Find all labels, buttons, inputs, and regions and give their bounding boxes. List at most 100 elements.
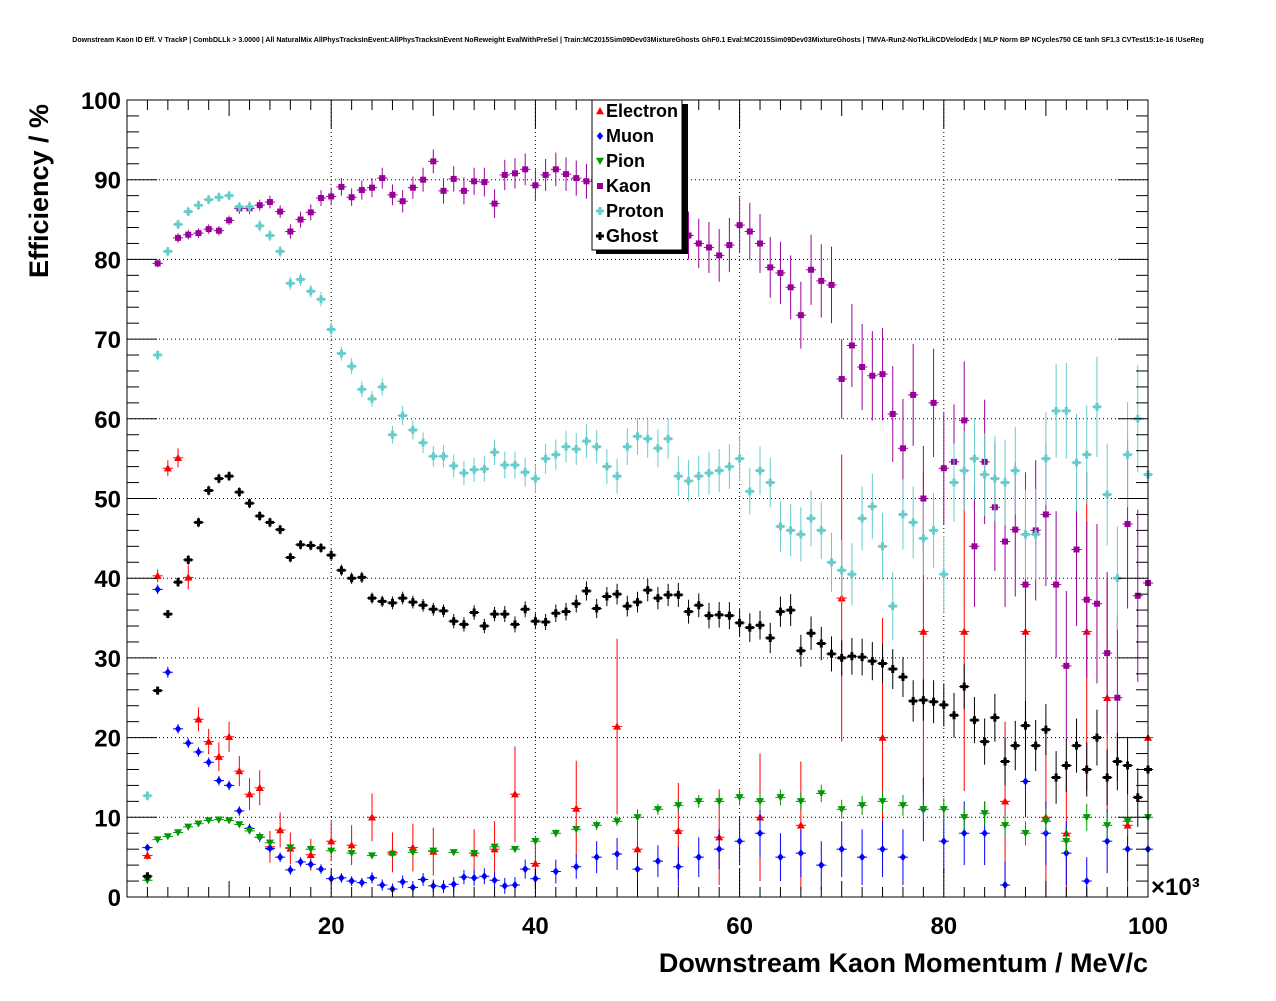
electron-marker bbox=[327, 837, 336, 845]
ghost-marker bbox=[939, 700, 948, 709]
ghost-marker bbox=[398, 594, 407, 603]
muon-marker bbox=[511, 881, 519, 890]
ghost-marker bbox=[1072, 741, 1081, 750]
muon-point bbox=[571, 854, 582, 879]
muon-point bbox=[397, 875, 408, 889]
pion-point bbox=[172, 829, 184, 837]
muon-point bbox=[172, 724, 184, 734]
ghost-marker bbox=[235, 488, 244, 497]
electron-marker bbox=[919, 627, 928, 635]
kaon-marker bbox=[889, 411, 896, 418]
legend-label-electron: Electron bbox=[606, 101, 678, 121]
electron-point bbox=[366, 793, 378, 842]
electron-marker bbox=[960, 627, 969, 635]
ghost-marker bbox=[592, 604, 601, 613]
proton-marker bbox=[316, 295, 325, 304]
proton-point bbox=[979, 433, 990, 517]
ghost-marker bbox=[572, 599, 581, 608]
pion-point bbox=[1061, 828, 1072, 854]
ghost-marker bbox=[388, 598, 397, 607]
kaon-point bbox=[703, 221, 715, 273]
proton-point bbox=[632, 418, 643, 455]
kaon-marker bbox=[358, 187, 365, 194]
ghost-point bbox=[591, 598, 602, 619]
muon-marker bbox=[838, 845, 845, 854]
pion-marker bbox=[143, 877, 152, 885]
ghost-point bbox=[509, 616, 521, 633]
ghost-point bbox=[642, 578, 653, 602]
proton-marker bbox=[950, 478, 959, 487]
kaon-marker bbox=[685, 232, 692, 239]
kaon-point bbox=[336, 178, 347, 196]
electron-marker bbox=[143, 851, 152, 859]
pion-point bbox=[857, 795, 868, 815]
pion-marker bbox=[255, 834, 264, 842]
ghost-marker bbox=[562, 607, 571, 616]
proton-marker bbox=[888, 602, 897, 611]
proton-marker bbox=[786, 526, 795, 535]
kaon-marker bbox=[1012, 526, 1019, 533]
ghost-marker bbox=[868, 657, 877, 666]
ghost-marker bbox=[551, 609, 560, 618]
ghost-marker bbox=[439, 606, 448, 615]
muon-marker bbox=[797, 849, 805, 858]
proton-point bbox=[203, 194, 214, 205]
kaon-marker bbox=[879, 371, 886, 378]
pion-point bbox=[1102, 811, 1113, 839]
x-tick-label: 100 bbox=[1128, 913, 1168, 940]
electron-point bbox=[346, 825, 357, 866]
kaon-point bbox=[1132, 509, 1143, 682]
ghost-marker bbox=[214, 474, 223, 483]
ghost-point bbox=[417, 598, 429, 612]
electron-point bbox=[234, 755, 245, 787]
kaon-point bbox=[530, 169, 541, 202]
ghost-point bbox=[183, 555, 194, 565]
pion-point bbox=[816, 784, 827, 803]
pion-marker bbox=[306, 845, 315, 854]
muon-point bbox=[632, 853, 643, 886]
ghost-point bbox=[887, 649, 898, 689]
kaon-point bbox=[550, 152, 561, 187]
muon-marker bbox=[297, 857, 304, 866]
electron-marker bbox=[153, 571, 162, 580]
electron-marker bbox=[347, 841, 356, 849]
proton-point bbox=[346, 358, 357, 375]
proton-point bbox=[867, 473, 878, 540]
kaon-marker bbox=[532, 182, 539, 189]
proton-marker bbox=[1082, 450, 1091, 459]
muon-point bbox=[305, 859, 316, 870]
pion-marker bbox=[1041, 818, 1050, 826]
muon-marker bbox=[481, 872, 488, 881]
pion-point bbox=[346, 849, 357, 858]
kaon-point bbox=[285, 224, 296, 239]
pion-point bbox=[1040, 808, 1052, 835]
proton-point bbox=[693, 455, 704, 497]
proton-point bbox=[356, 381, 367, 398]
y-tick-label: 20 bbox=[94, 726, 121, 753]
muon-point bbox=[499, 877, 510, 894]
proton-marker bbox=[766, 478, 775, 487]
pion-series bbox=[142, 784, 1154, 885]
pion-marker bbox=[756, 798, 765, 806]
pion-marker bbox=[245, 827, 254, 835]
proton-point bbox=[285, 276, 296, 290]
ghost-point bbox=[336, 564, 347, 576]
kaon-marker bbox=[552, 166, 559, 173]
proton-marker bbox=[756, 466, 765, 475]
pion-marker bbox=[1021, 830, 1030, 838]
proton-point bbox=[744, 468, 755, 515]
legend-label-pion: Pion bbox=[606, 151, 645, 171]
muon-point bbox=[714, 829, 725, 870]
proton-point bbox=[601, 449, 612, 485]
pion-marker bbox=[449, 849, 458, 857]
proton-marker bbox=[1092, 402, 1101, 411]
pion-point bbox=[673, 798, 684, 812]
pion-point bbox=[714, 794, 725, 809]
kaon-point bbox=[724, 217, 735, 273]
ghost-marker bbox=[827, 649, 836, 658]
pion-marker bbox=[898, 802, 907, 810]
kaon-point bbox=[765, 237, 776, 298]
ghost-marker bbox=[1001, 757, 1010, 766]
proton-marker bbox=[204, 195, 213, 204]
kaon-marker bbox=[205, 226, 212, 233]
